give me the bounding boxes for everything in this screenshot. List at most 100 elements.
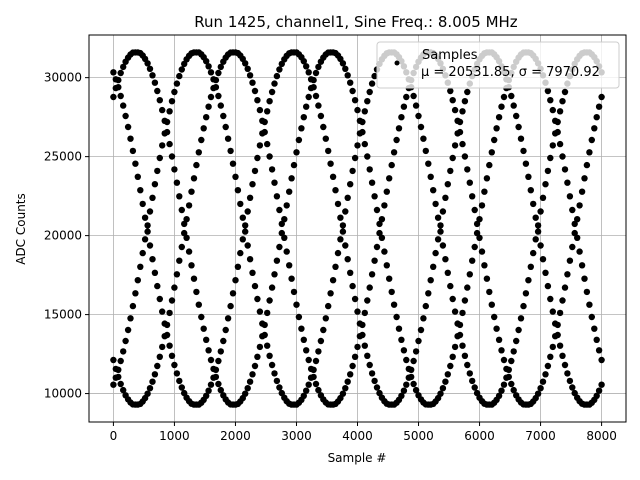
sample-point <box>588 136 595 144</box>
sample-point <box>481 188 488 195</box>
sample-point <box>251 87 259 95</box>
sample-point <box>381 202 388 209</box>
sample-point <box>161 333 168 340</box>
sample-point <box>498 387 505 394</box>
sample-point <box>525 173 532 180</box>
sample-point <box>390 301 398 308</box>
sample-point <box>422 302 429 310</box>
sample-point <box>598 356 605 364</box>
sample-point <box>556 309 564 317</box>
sample-point <box>398 392 405 399</box>
sample-point <box>449 353 456 360</box>
sample-point <box>569 384 576 391</box>
sample-point <box>476 234 483 241</box>
sample-point <box>449 97 456 104</box>
sample-point <box>471 206 478 214</box>
sample-point <box>476 216 483 223</box>
sample-point <box>459 309 466 317</box>
sample-point <box>322 315 329 322</box>
sample-point <box>400 103 408 110</box>
sample-point <box>554 321 561 329</box>
sample-point <box>591 325 598 332</box>
sample-point <box>444 371 451 378</box>
sample-point <box>286 262 293 269</box>
sample-point <box>461 153 469 160</box>
sample-point <box>510 386 517 394</box>
sample-point <box>366 361 373 369</box>
sample-point <box>246 72 254 79</box>
sample-point <box>593 392 600 399</box>
sample-point <box>264 108 271 115</box>
sample-point <box>488 149 495 156</box>
sample-point <box>115 76 122 84</box>
sample-point <box>574 216 581 223</box>
sample-point <box>351 154 359 162</box>
sample-point <box>117 92 124 100</box>
sample-point <box>178 384 185 391</box>
sample-point <box>371 193 378 200</box>
sample-point <box>329 277 337 284</box>
sample-point <box>220 337 227 345</box>
sample-point <box>471 243 478 251</box>
sample-point <box>517 135 525 142</box>
sample-point <box>349 167 356 175</box>
sample-point <box>532 214 539 221</box>
sample-point <box>244 65 251 73</box>
sample-point <box>461 352 469 359</box>
sample-point <box>300 392 307 399</box>
sample-point <box>349 362 356 370</box>
sample-point <box>266 98 273 105</box>
sample-point <box>127 135 134 142</box>
sample-point <box>334 249 342 257</box>
sample-point <box>276 66 283 73</box>
sample-point <box>439 208 447 215</box>
sample-point <box>347 371 354 378</box>
sample-point <box>300 58 307 65</box>
x-axis: 0 1000 2000 3000 4000 5000 6000 7000 8000 <box>110 422 617 443</box>
sample-point <box>234 263 242 270</box>
sample-point <box>312 380 320 388</box>
sample-point <box>256 106 264 114</box>
sample-point <box>149 194 156 201</box>
sample-point <box>478 202 486 209</box>
sample-point <box>425 290 432 297</box>
sample-point <box>578 262 586 269</box>
sample-point <box>559 153 566 160</box>
sample-point <box>383 262 390 269</box>
sample-point <box>351 353 359 360</box>
sample-point <box>576 202 583 209</box>
x-tick-label: 6000 <box>464 429 495 443</box>
sample-point <box>232 173 239 180</box>
legend-marker <box>394 60 400 66</box>
sample-point <box>256 308 264 315</box>
sample-point <box>205 63 212 70</box>
sample-point <box>205 387 212 394</box>
sample-point <box>188 188 195 195</box>
sample-point <box>337 214 344 221</box>
sample-point <box>459 140 466 148</box>
sample-point <box>256 142 264 149</box>
sample-point <box>547 353 554 360</box>
sample-point <box>500 381 508 388</box>
sample-point <box>312 357 320 365</box>
sample-point <box>364 297 371 304</box>
sample-point <box>451 343 459 351</box>
sample-point <box>244 242 251 249</box>
sample-point <box>354 106 361 114</box>
sample-point <box>276 206 283 214</box>
sample-point <box>449 295 456 303</box>
sample-point <box>566 377 574 385</box>
sample-point <box>112 84 120 92</box>
sample-point <box>547 295 554 303</box>
sample-point <box>205 103 212 110</box>
sample-point <box>264 140 271 148</box>
sample-point <box>154 87 161 95</box>
sample-point <box>505 366 512 373</box>
sample-point <box>327 290 334 297</box>
sample-point <box>229 290 237 297</box>
sample-point <box>386 275 393 282</box>
sample-point <box>503 374 510 381</box>
sample-point <box>386 175 393 182</box>
sample-point <box>373 384 381 391</box>
sample-point <box>217 348 224 355</box>
